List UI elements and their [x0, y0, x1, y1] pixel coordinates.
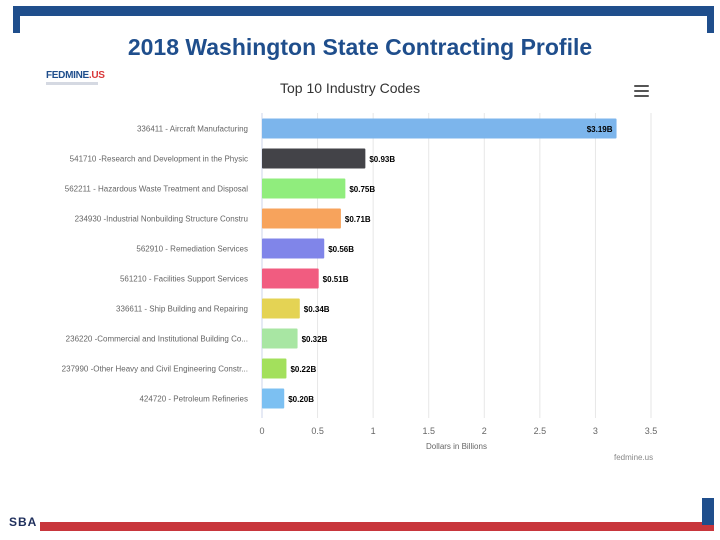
- category-label: 561210 - Facilities Support Services: [120, 275, 248, 284]
- bar: [262, 388, 285, 409]
- x-tick-label: 2: [482, 426, 487, 436]
- sba-logo: SBA: [9, 515, 38, 529]
- bar: [262, 118, 617, 139]
- x-tick-label: 0: [259, 426, 264, 436]
- fedmine-logo-underline: [46, 82, 98, 85]
- bar: [262, 178, 346, 199]
- top-border-left: [13, 6, 20, 33]
- data-label: $0.20B: [288, 395, 314, 404]
- bar: [262, 208, 341, 229]
- x-tick-label: 1: [371, 426, 376, 436]
- category-label: 562211 - Hazardous Waste Treatment and D…: [65, 185, 248, 194]
- data-label: $0.22B: [290, 365, 316, 374]
- data-label: $0.75B: [349, 185, 375, 194]
- top-border-bar: [13, 6, 710, 16]
- data-label: $0.32B: [302, 335, 328, 344]
- category-label: 234930 -Industrial Nonbuilding Structure…: [75, 215, 248, 224]
- category-label: 336411 - Aircraft Manufacturing: [137, 125, 248, 134]
- data-label: $0.34B: [304, 305, 330, 314]
- category-label: 562910 - Remediation Services: [136, 245, 248, 254]
- category-label: 237990 -Other Heavy and Civil Engineerin…: [62, 365, 248, 374]
- chart-title: Top 10 Industry Codes: [280, 80, 421, 96]
- bar: [262, 238, 325, 259]
- bottom-border-bar: [40, 522, 714, 531]
- bar: [262, 298, 300, 319]
- x-tick-label: 3.5: [645, 426, 658, 436]
- data-label: $0.93B: [369, 155, 395, 164]
- data-label: $3.19B: [587, 125, 613, 134]
- x-tick-label: 3: [593, 426, 598, 436]
- fedmine-logo: FEDMINE.US: [46, 70, 105, 81]
- x-tick-label: 1.5: [422, 426, 435, 436]
- category-label: 236220 -Commercial and Institutional Bui…: [66, 335, 248, 344]
- x-tick-label: 0.5: [311, 426, 324, 436]
- bottom-border-right: [702, 498, 714, 525]
- data-label: $0.51B: [323, 275, 349, 284]
- data-label: $0.71B: [345, 215, 371, 224]
- data-label: $0.56B: [328, 245, 354, 254]
- bar: [262, 148, 366, 169]
- slide-title: 2018 Washington State Contracting Profil…: [127, 34, 593, 60]
- bar: [262, 268, 319, 289]
- x-tick-label: 2.5: [534, 426, 547, 436]
- bar: [262, 328, 298, 349]
- top-border-right: [707, 6, 714, 33]
- category-label: 424720 - Petroleum Refineries: [139, 395, 248, 404]
- fedmine-logo-suffix: .US: [88, 70, 105, 81]
- bar: [262, 358, 287, 379]
- fedmine-logo-main: FEDMINE: [46, 70, 89, 81]
- category-label: 541710 -Research and Development in the …: [70, 155, 248, 164]
- category-label: 336611 - Ship Building and Repairing: [116, 305, 248, 314]
- x-axis-title: Dollars in Billions: [426, 442, 487, 451]
- chart-credit[interactable]: fedmine.us: [614, 453, 654, 462]
- hamburger-menu-icon[interactable]: [634, 85, 649, 97]
